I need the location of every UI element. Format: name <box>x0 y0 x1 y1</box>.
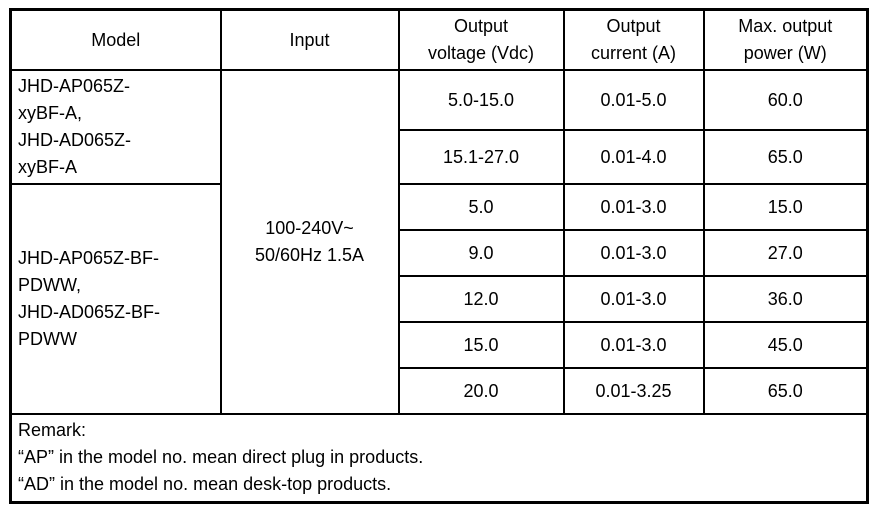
header-output-current: Output current (A) <box>562 8 705 71</box>
table-row: JHD-AP065Z- xyBF-A, JHD-AD065Z- xyBF-A 1… <box>9 69 869 415</box>
cell-power: 65.0 <box>702 367 869 415</box>
cell-current: 0.01-3.25 <box>562 367 705 415</box>
table-row: 20.0 0.01-3.25 65.0 <box>11 367 869 415</box>
cell-voltage: 15.1-27.0 <box>397 129 565 185</box>
cell-voltage: 9.0 <box>397 229 565 277</box>
cell-power: 15.0 <box>702 183 869 231</box>
input-value: 100-240V~ 50/60Hz 1.5A <box>219 69 400 415</box>
cell-current: 0.01-3.0 <box>562 321 705 369</box>
cell-voltage: 12.0 <box>397 275 565 323</box>
table-row: 9.0 0.01-3.0 27.0 <box>11 229 869 277</box>
remark-title: Remark: <box>18 420 87 441</box>
power-spec-table: Model Input Output voltage (Vdc) Output … <box>9 8 869 504</box>
model-group-2: JHD-AP065Z-BF- PDWW, JHD-AD065Z-BF- PDWW <box>9 183 222 415</box>
header-output-voltage: Output voltage (Vdc) <box>397 8 565 71</box>
cell-power: 45.0 <box>702 321 869 369</box>
cell-power: 27.0 <box>702 229 869 277</box>
cell-power: 60.0 <box>702 69 869 131</box>
cell-voltage: 15.0 <box>397 321 565 369</box>
cell-voltage: 5.0 <box>397 183 565 231</box>
remark-row: Remark: “AP” in the model no. mean direc… <box>9 413 869 503</box>
table-row: JHD-AP065Z-BF- PDWW, JHD-AD065Z-BF- PDWW… <box>9 183 869 415</box>
cell-current: 0.01-3.0 <box>562 183 705 231</box>
cell-voltage: 20.0 <box>397 367 565 415</box>
header-row: Model Input Output voltage (Vdc) Output … <box>9 8 869 71</box>
remark-line-ad: “AD” in the model no. mean desk-top prod… <box>18 474 392 495</box>
remark-cell: Remark: “AP” in the model no. mean direc… <box>9 413 869 503</box>
table-row: 15.1-27.0 0.01-4.0 65.0 <box>11 129 869 185</box>
cell-power: 36.0 <box>702 275 869 323</box>
cell-voltage: 5.0-15.0 <box>397 69 565 131</box>
header-model: Model <box>9 8 222 71</box>
cell-power: 65.0 <box>702 129 869 185</box>
cell-current: 0.01-3.0 <box>562 275 705 323</box>
header-input: Input <box>219 8 400 71</box>
table-row: 12.0 0.01-3.0 36.0 <box>11 275 869 323</box>
header-max-power: Max. output power (W) <box>702 8 869 71</box>
remark-line-ap: “AP” in the model no. mean direct plug i… <box>18 447 424 468</box>
cell-current: 0.01-3.0 <box>562 229 705 277</box>
model-group-1: JHD-AP065Z- xyBF-A, JHD-AD065Z- xyBF-A <box>9 69 222 185</box>
table-row: 15.0 0.01-3.0 45.0 <box>11 321 869 369</box>
cell-current: 0.01-5.0 <box>562 69 705 131</box>
cell-current: 0.01-4.0 <box>562 129 705 185</box>
